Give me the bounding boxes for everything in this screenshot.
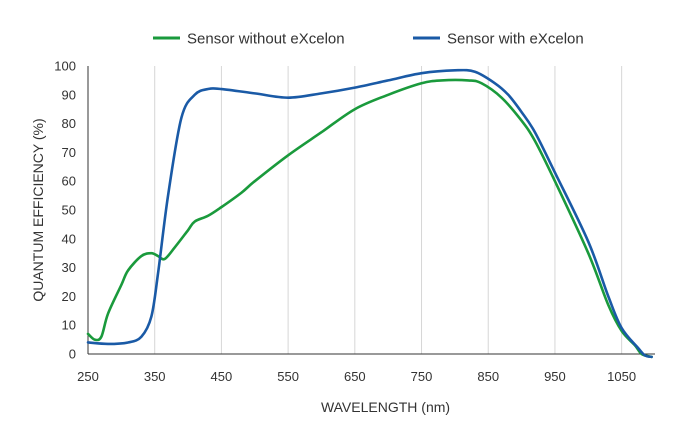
series-line-with-excelon bbox=[86, 68, 653, 359]
y-tick-label: 20 bbox=[62, 289, 76, 304]
axes: 250 350 450 550 650 750 850 950 1050 0 10 20 30 40 50 6… bbox=[54, 59, 655, 384]
x-tick-label: 1050 bbox=[607, 369, 636, 384]
x-tick-label: 850 bbox=[477, 369, 499, 384]
legend-label: Sensor without eXcelon bbox=[187, 31, 345, 48]
x-tick-label: 550 bbox=[277, 369, 299, 384]
series-line-without-excelon bbox=[86, 78, 653, 359]
legend-label: Sensor with eXcelon bbox=[447, 31, 584, 48]
y-tick-label: 40 bbox=[62, 231, 76, 246]
x-axis-title: WAVELENGTH (nm) bbox=[321, 399, 450, 415]
legend: Sensor without eXcelon Sensor with eXcelo… bbox=[153, 31, 584, 48]
y-tick-label: 70 bbox=[62, 145, 76, 160]
y-tick-label: 0 bbox=[69, 347, 76, 362]
grid bbox=[87, 66, 623, 354]
x-tick-label: 450 bbox=[211, 369, 233, 384]
x-tick-label: 650 bbox=[344, 369, 366, 384]
x-tick-label: 350 bbox=[144, 369, 166, 384]
x-tick-label: 750 bbox=[411, 369, 433, 384]
y-tick-label: 90 bbox=[62, 87, 76, 102]
x-tick-label: 950 bbox=[544, 369, 566, 384]
y-tick-label: 60 bbox=[62, 174, 76, 189]
series-layer bbox=[86, 68, 653, 359]
y-tick-label: 100 bbox=[54, 59, 76, 74]
y-tick-label: 10 bbox=[62, 318, 76, 333]
y-tick-label: 50 bbox=[62, 203, 76, 218]
y-axis-title: QUANTUM EFFICIENCY (%) bbox=[30, 118, 46, 301]
x-tick-label: 250 bbox=[77, 369, 99, 384]
y-tick-label: 30 bbox=[62, 260, 76, 275]
y-tick-label: 80 bbox=[62, 116, 76, 131]
